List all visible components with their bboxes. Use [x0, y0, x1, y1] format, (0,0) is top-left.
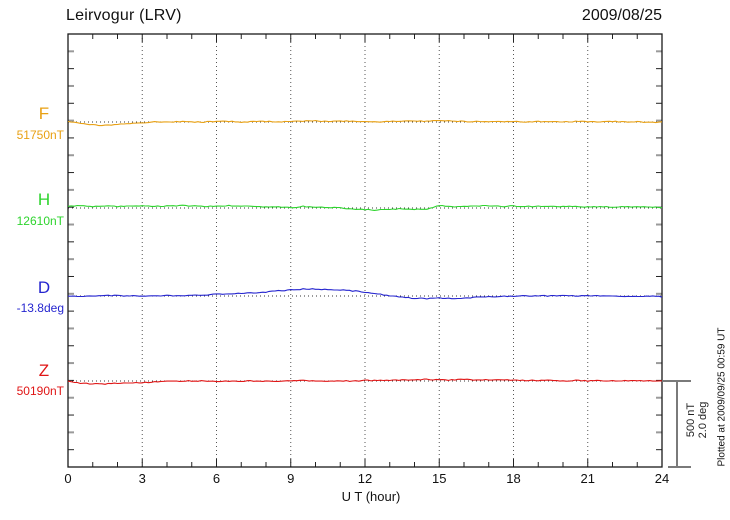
series-value-h: 12610nT — [16, 214, 64, 228]
x-tick-label: 15 — [432, 471, 447, 486]
x-tick-label: 9 — [287, 471, 295, 486]
series-value-z: 50190nT — [16, 384, 64, 398]
series-value-f: 51750nT — [16, 128, 64, 142]
x-axis-title: U T (hour) — [341, 489, 401, 504]
x-tick-label: 21 — [580, 471, 595, 486]
date-label: 2009/08/25 — [581, 7, 662, 24]
x-tick-label: 12 — [357, 471, 373, 486]
x-tick-label: 0 — [64, 471, 72, 486]
scale-bar-nt-label: 500 nT — [685, 402, 697, 438]
series-letter-f: F — [38, 104, 50, 123]
scale-bar-label: 500 nT 2.0 deg — [685, 402, 709, 439]
x-tick-label: 24 — [654, 471, 670, 486]
series-letter-d: D — [37, 278, 51, 297]
page-title: Leirvogur (LRV) — [66, 7, 182, 24]
trace-f — [67, 119, 663, 127]
series-letter-h: H — [37, 190, 51, 209]
x-tick-label: 6 — [212, 471, 221, 486]
scale-bar-deg-label: 2.0 deg — [697, 401, 709, 439]
x-tick-label: 18 — [506, 471, 521, 486]
trace-d — [68, 288, 663, 300]
trace-h — [67, 204, 663, 211]
series-letter-z: Z — [38, 361, 50, 380]
trace-z — [67, 378, 663, 385]
series-value-d: -13.8deg — [16, 301, 64, 315]
plotted-at-note: Plotted at 2009/09/25 00:59 UT — [716, 327, 728, 467]
x-tick-label: 3 — [138, 471, 146, 486]
